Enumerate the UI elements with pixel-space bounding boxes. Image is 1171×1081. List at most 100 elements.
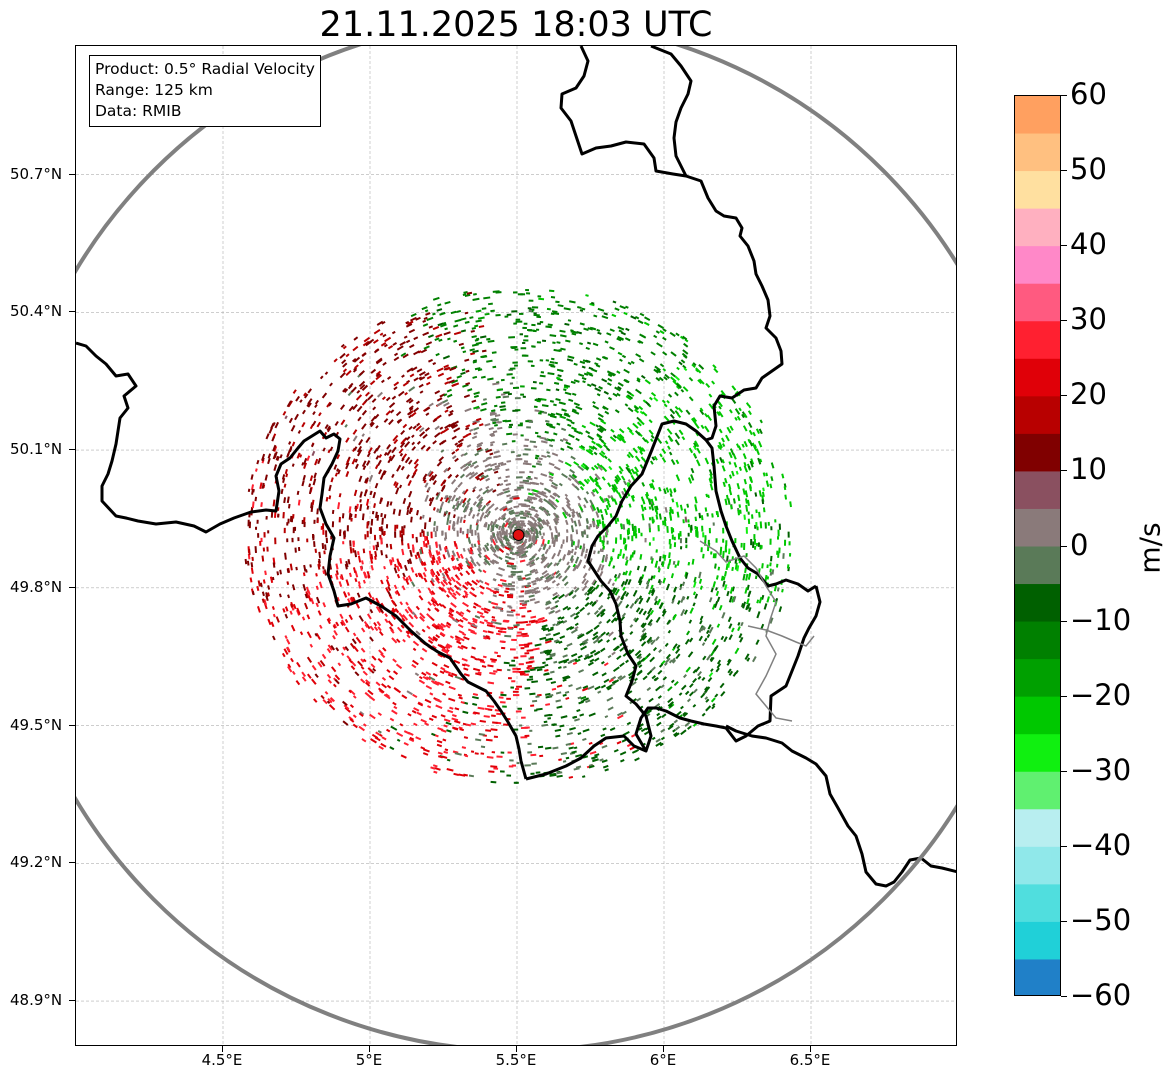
echo-pixel xyxy=(447,412,454,417)
echo-pixel xyxy=(626,426,633,433)
echo-pixel xyxy=(462,350,467,354)
echo-pixel xyxy=(368,474,374,482)
echo-pixel xyxy=(251,556,254,562)
echo-pixel xyxy=(511,376,515,379)
echo-pixel xyxy=(728,474,733,479)
echo-pixel xyxy=(588,764,595,769)
echo-pixel xyxy=(675,501,679,508)
echo-pixel xyxy=(303,462,308,469)
echo-pixel xyxy=(396,419,401,424)
colorbar-tick-mark xyxy=(1061,845,1067,847)
echo-pixel xyxy=(529,515,535,521)
echo-pixel xyxy=(686,595,690,600)
echo-pixel xyxy=(333,623,338,629)
echo-pixel xyxy=(573,615,580,620)
echo-pixel xyxy=(684,516,688,523)
echo-pixel xyxy=(550,572,555,577)
echo-pixel xyxy=(383,343,388,348)
echo-pixel xyxy=(573,330,579,334)
echo-pixel xyxy=(620,580,626,588)
echo-pixel xyxy=(319,659,326,667)
echo-pixel xyxy=(609,328,615,333)
echo-pixel xyxy=(743,413,748,419)
echo-pixel xyxy=(548,478,554,483)
echo-pixel xyxy=(689,607,694,614)
echo-pixel xyxy=(658,376,664,382)
echo-pixel xyxy=(319,375,324,380)
echo-pixel xyxy=(360,678,366,684)
echo-pixel xyxy=(423,566,428,572)
echo-pixel xyxy=(659,330,665,335)
echo-pixel xyxy=(640,374,646,380)
echo-pixel xyxy=(565,536,569,543)
echo-pixel xyxy=(444,571,449,577)
echo-pixel xyxy=(693,576,697,583)
echo-pixel xyxy=(459,562,464,568)
echo-pixel xyxy=(717,444,721,449)
echo-pixel xyxy=(393,563,397,568)
echo-pixel xyxy=(430,577,435,583)
echo-pixel xyxy=(731,470,735,477)
echo-pixel xyxy=(725,434,730,442)
echo-pixel xyxy=(598,620,603,625)
echo-pixel xyxy=(424,372,430,377)
echo-pixel xyxy=(650,575,654,581)
echo-pixel xyxy=(347,598,351,604)
echo-pixel xyxy=(499,578,507,583)
echo-pixel xyxy=(453,331,462,336)
echo-pixel xyxy=(461,657,468,662)
radar-map[interactable] xyxy=(75,45,957,1046)
echo-pixel xyxy=(373,534,377,541)
echo-pixel xyxy=(669,331,676,337)
echo-pixel xyxy=(556,582,560,587)
echo-pixel xyxy=(778,523,782,530)
echo-pixel xyxy=(466,291,473,295)
echo-pixel xyxy=(562,665,567,669)
echo-pixel xyxy=(472,695,479,700)
echo-pixel xyxy=(545,632,551,637)
echo-pixel xyxy=(520,647,525,650)
echo-pixel xyxy=(675,459,680,465)
echo-pixel xyxy=(617,714,624,720)
echo-pixel xyxy=(355,394,363,401)
echo-pixel xyxy=(383,531,386,535)
echo-pixel xyxy=(363,336,371,343)
echo-pixel xyxy=(636,697,642,702)
echo-pixel xyxy=(533,476,538,480)
echo-pixel xyxy=(295,680,301,686)
echo-pixel xyxy=(444,645,449,650)
echo-pixel xyxy=(449,366,457,372)
echo-pixel xyxy=(493,559,500,565)
echo-pixel xyxy=(500,514,506,520)
echo-pixel xyxy=(496,544,500,549)
echo-pixel xyxy=(636,421,642,427)
echo-pixel xyxy=(616,337,622,342)
echo-pixel xyxy=(630,681,637,687)
echo-pixel xyxy=(436,308,443,312)
echo-pixel xyxy=(526,426,531,429)
echo-pixel xyxy=(498,556,503,561)
echo-pixel xyxy=(460,453,465,457)
echo-pixel xyxy=(541,626,547,630)
echo-pixel xyxy=(435,492,439,497)
echo-pixel xyxy=(628,503,632,508)
echo-pixel xyxy=(649,656,655,663)
echo-pixel xyxy=(700,693,705,699)
echo-pixel xyxy=(304,602,309,610)
echo-pixel xyxy=(339,575,343,580)
echo-pixel xyxy=(761,499,765,505)
echo-pixel xyxy=(563,388,567,392)
echo-pixel xyxy=(538,457,543,461)
echo-pixel xyxy=(531,345,535,348)
echo-pixel xyxy=(592,631,599,637)
echo-pixel xyxy=(475,337,480,341)
echo-pixel xyxy=(469,556,475,562)
lat-tick-label: 48.9°N xyxy=(10,991,63,1010)
echo-pixel xyxy=(303,521,306,528)
echo-pixel xyxy=(446,549,451,557)
echo-pixel xyxy=(770,555,773,562)
echo-pixel xyxy=(349,718,355,723)
echo-pixel xyxy=(598,452,605,458)
echo-pixel xyxy=(551,438,556,442)
echo-pixel xyxy=(648,528,652,533)
